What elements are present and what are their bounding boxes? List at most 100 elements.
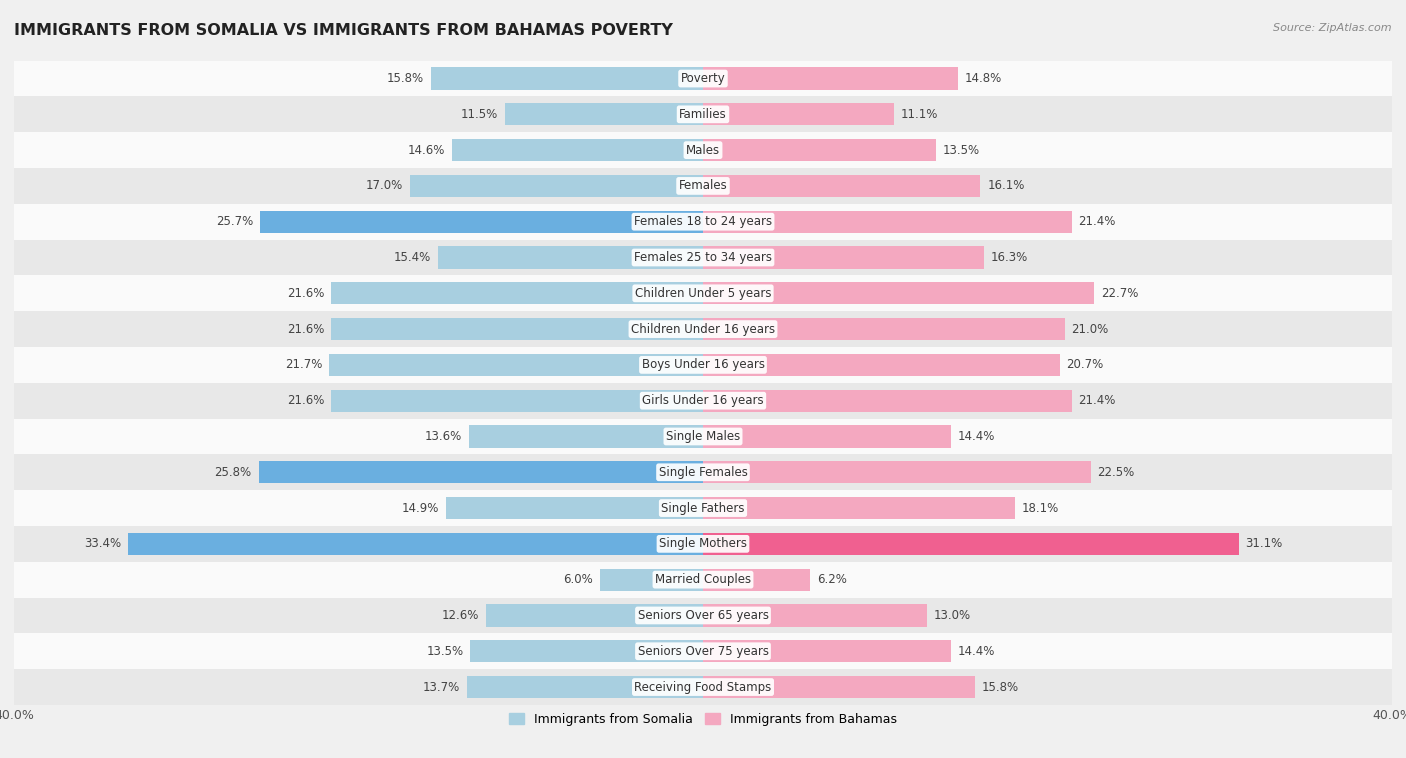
- Text: Families: Families: [679, 108, 727, 121]
- Text: Males: Males: [686, 143, 720, 157]
- Text: 6.2%: 6.2%: [817, 573, 846, 586]
- Text: 21.7%: 21.7%: [285, 359, 322, 371]
- Bar: [599, 568, 703, 590]
- Text: 25.7%: 25.7%: [217, 215, 253, 228]
- Bar: [14, 597, 1392, 634]
- Text: 16.3%: 16.3%: [991, 251, 1028, 264]
- Bar: [14, 132, 1392, 168]
- Text: 12.6%: 12.6%: [441, 609, 479, 622]
- Text: 11.1%: 11.1%: [901, 108, 938, 121]
- Text: Single Females: Single Females: [658, 465, 748, 479]
- Text: 22.5%: 22.5%: [1098, 465, 1135, 479]
- Bar: [505, 103, 703, 125]
- Bar: [703, 354, 1060, 376]
- Bar: [14, 490, 1392, 526]
- Bar: [471, 641, 703, 662]
- Text: IMMIGRANTS FROM SOMALIA VS IMMIGRANTS FROM BAHAMAS POVERTY: IMMIGRANTS FROM SOMALIA VS IMMIGRANTS FR…: [14, 23, 673, 38]
- Bar: [703, 390, 1071, 412]
- Text: Females 18 to 24 years: Females 18 to 24 years: [634, 215, 772, 228]
- Bar: [430, 67, 703, 89]
- Bar: [14, 61, 1392, 96]
- Bar: [14, 312, 1392, 347]
- Bar: [703, 282, 1094, 305]
- Text: 13.7%: 13.7%: [423, 681, 460, 694]
- Bar: [703, 103, 894, 125]
- Bar: [446, 497, 703, 519]
- Text: 14.4%: 14.4%: [957, 430, 995, 443]
- Bar: [703, 175, 980, 197]
- Bar: [330, 318, 703, 340]
- Bar: [14, 634, 1392, 669]
- Text: Children Under 16 years: Children Under 16 years: [631, 323, 775, 336]
- Bar: [703, 497, 1015, 519]
- Text: 21.0%: 21.0%: [1071, 323, 1109, 336]
- Bar: [14, 347, 1392, 383]
- Text: 15.4%: 15.4%: [394, 251, 430, 264]
- Text: Poverty: Poverty: [681, 72, 725, 85]
- Bar: [703, 246, 984, 268]
- Text: 14.6%: 14.6%: [408, 143, 444, 157]
- Bar: [703, 211, 1071, 233]
- Legend: Immigrants from Somalia, Immigrants from Bahamas: Immigrants from Somalia, Immigrants from…: [503, 708, 903, 731]
- Bar: [703, 604, 927, 627]
- Text: Seniors Over 65 years: Seniors Over 65 years: [637, 609, 769, 622]
- Text: 13.5%: 13.5%: [426, 645, 464, 658]
- Bar: [14, 562, 1392, 597]
- Bar: [486, 604, 703, 627]
- Bar: [259, 461, 703, 484]
- Text: Females: Females: [679, 180, 727, 193]
- Bar: [703, 67, 957, 89]
- Bar: [411, 175, 703, 197]
- Text: 15.8%: 15.8%: [387, 72, 425, 85]
- Text: 22.7%: 22.7%: [1101, 287, 1139, 300]
- Text: 16.1%: 16.1%: [987, 180, 1025, 193]
- Bar: [330, 390, 703, 412]
- Bar: [703, 676, 976, 698]
- Text: 21.6%: 21.6%: [287, 394, 323, 407]
- Bar: [703, 641, 950, 662]
- Text: Boys Under 16 years: Boys Under 16 years: [641, 359, 765, 371]
- Text: 13.0%: 13.0%: [934, 609, 972, 622]
- Text: Source: ZipAtlas.com: Source: ZipAtlas.com: [1274, 23, 1392, 33]
- Text: 14.8%: 14.8%: [965, 72, 1002, 85]
- Bar: [330, 282, 703, 305]
- Text: 21.4%: 21.4%: [1078, 215, 1116, 228]
- Text: 14.9%: 14.9%: [402, 502, 440, 515]
- Text: Girls Under 16 years: Girls Under 16 years: [643, 394, 763, 407]
- Text: 18.1%: 18.1%: [1022, 502, 1059, 515]
- Text: Females 25 to 34 years: Females 25 to 34 years: [634, 251, 772, 264]
- Text: 25.8%: 25.8%: [215, 465, 252, 479]
- Bar: [703, 139, 935, 161]
- Text: 17.0%: 17.0%: [366, 180, 404, 193]
- Text: 33.4%: 33.4%: [84, 537, 121, 550]
- Bar: [260, 211, 703, 233]
- Text: Single Fathers: Single Fathers: [661, 502, 745, 515]
- Text: 15.8%: 15.8%: [981, 681, 1019, 694]
- Text: Single Mothers: Single Mothers: [659, 537, 747, 550]
- Bar: [14, 383, 1392, 418]
- Text: 21.6%: 21.6%: [287, 323, 323, 336]
- Text: 21.6%: 21.6%: [287, 287, 323, 300]
- Bar: [467, 676, 703, 698]
- Text: 20.7%: 20.7%: [1066, 359, 1104, 371]
- Bar: [703, 461, 1091, 484]
- Text: Children Under 5 years: Children Under 5 years: [634, 287, 772, 300]
- Bar: [14, 526, 1392, 562]
- Bar: [451, 139, 703, 161]
- Bar: [14, 275, 1392, 312]
- Text: 11.5%: 11.5%: [461, 108, 498, 121]
- Text: 13.6%: 13.6%: [425, 430, 461, 443]
- Bar: [703, 533, 1239, 555]
- Text: Receiving Food Stamps: Receiving Food Stamps: [634, 681, 772, 694]
- Bar: [703, 318, 1064, 340]
- Bar: [14, 96, 1392, 132]
- Bar: [14, 240, 1392, 275]
- Bar: [468, 425, 703, 447]
- Text: 21.4%: 21.4%: [1078, 394, 1116, 407]
- Bar: [14, 669, 1392, 705]
- Bar: [437, 246, 703, 268]
- Text: 13.5%: 13.5%: [942, 143, 980, 157]
- Text: Single Males: Single Males: [666, 430, 740, 443]
- Bar: [14, 168, 1392, 204]
- Text: 6.0%: 6.0%: [562, 573, 593, 586]
